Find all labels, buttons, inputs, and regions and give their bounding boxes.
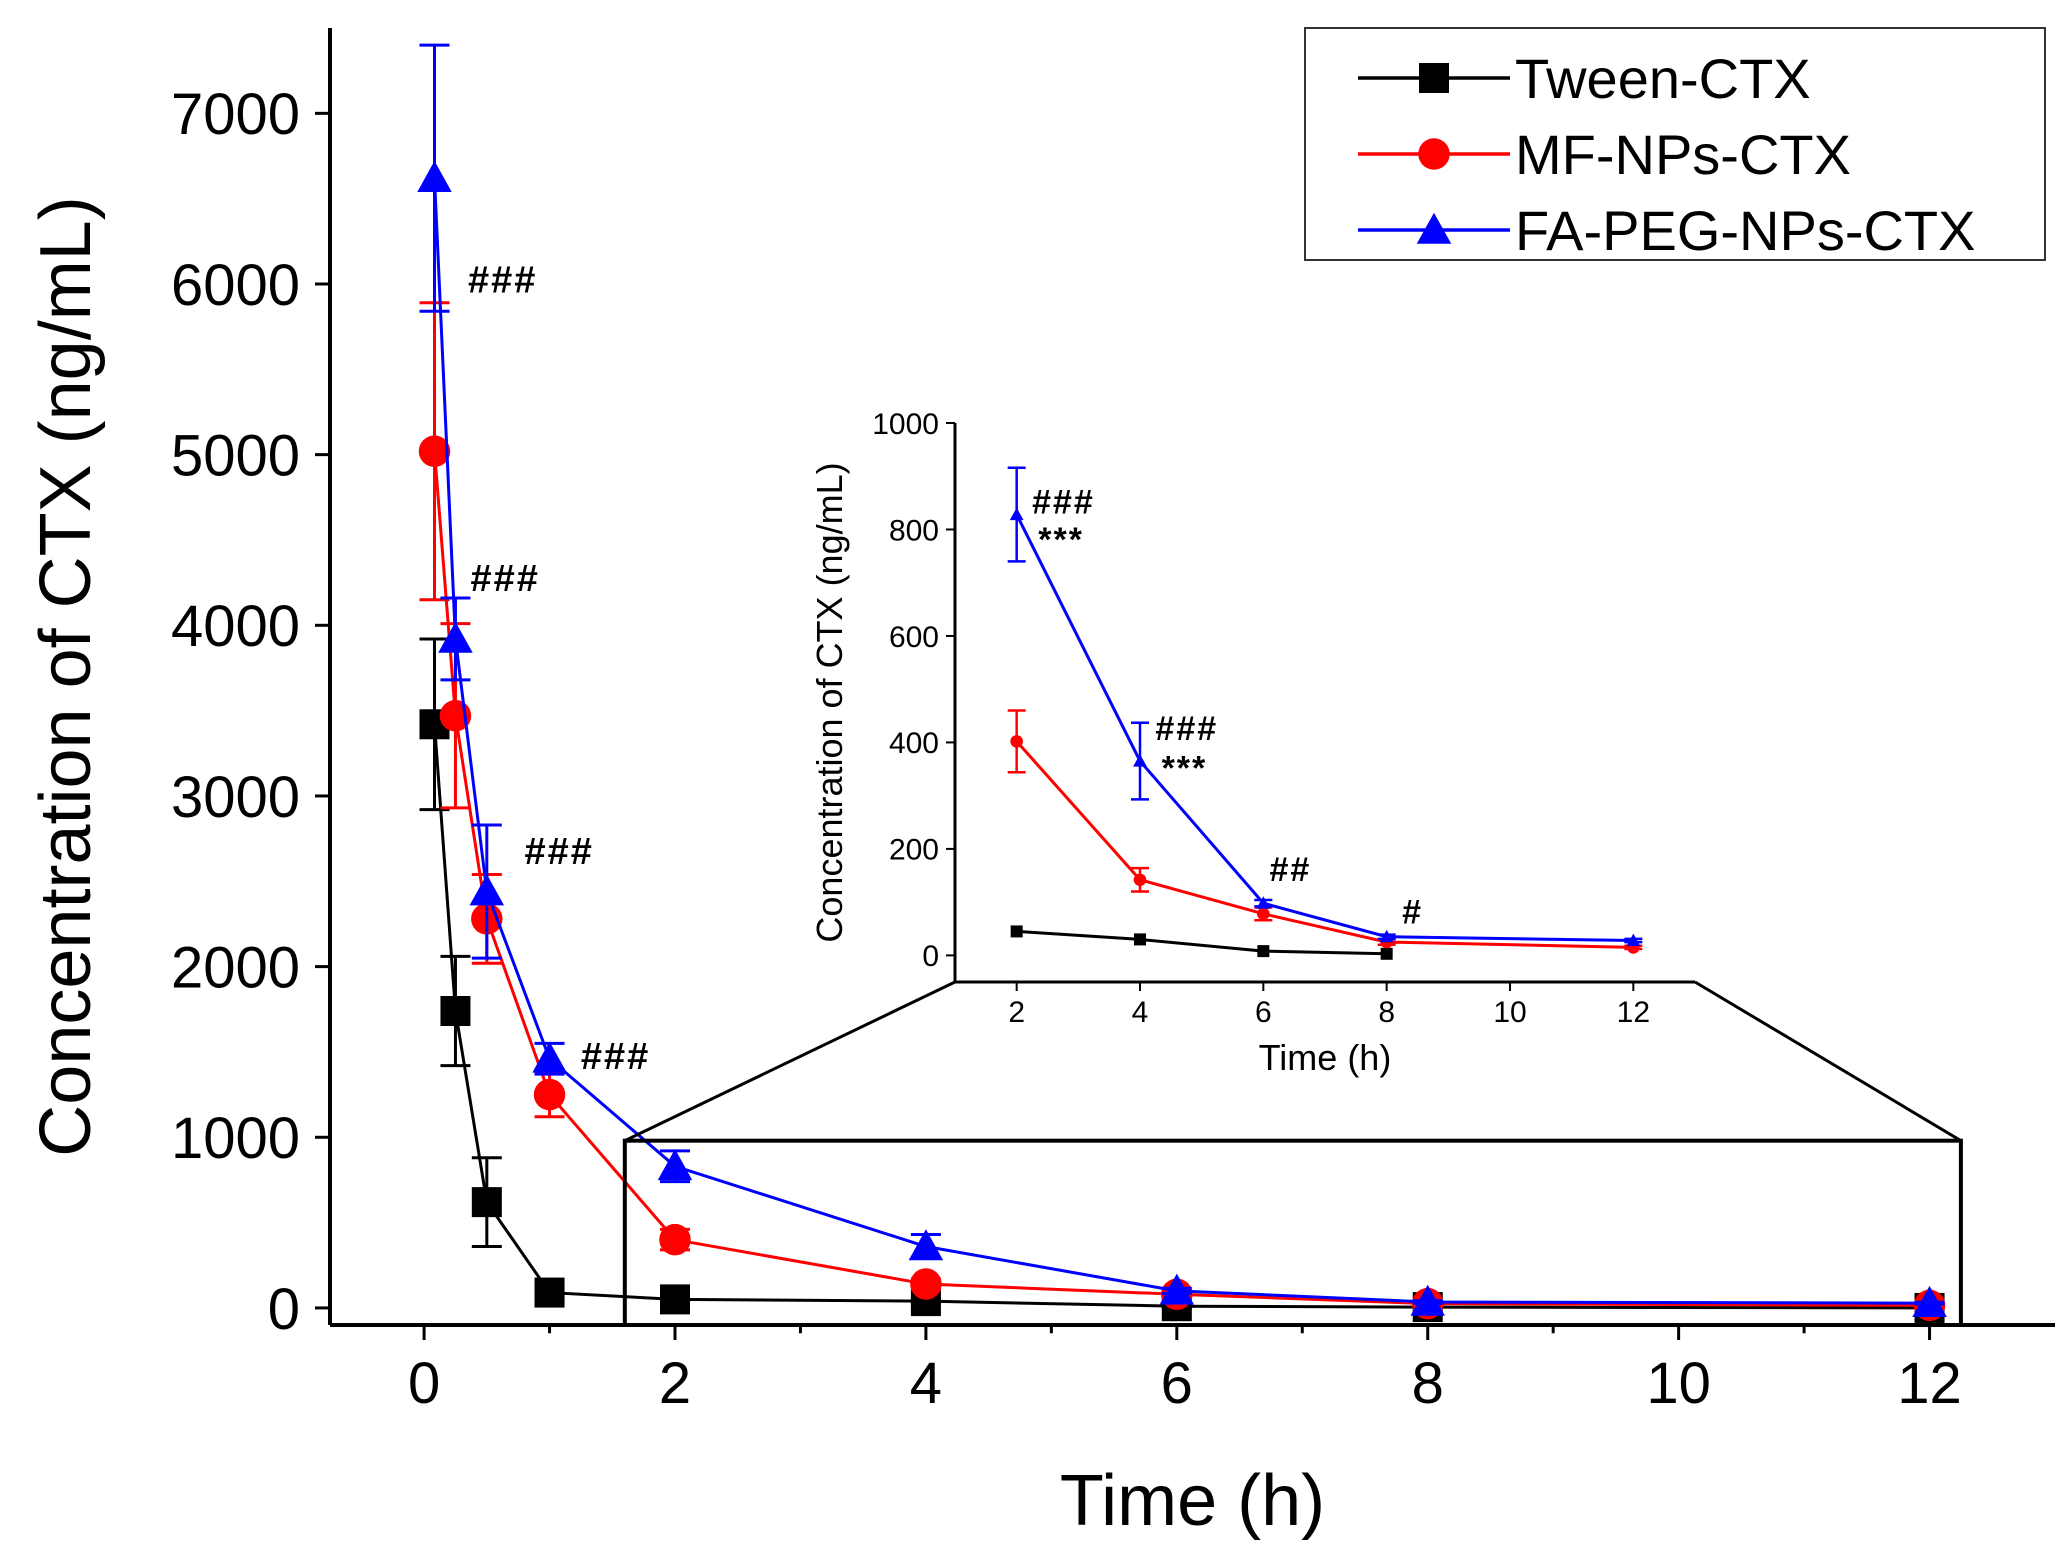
legend-label: MF-NPs-CTX <box>1515 123 1851 186</box>
significance-annotation: # <box>1402 893 1423 931</box>
data-point <box>657 1149 693 1181</box>
series-line <box>1015 740 1634 949</box>
series-line <box>1016 929 1387 956</box>
data-point <box>533 1078 566 1111</box>
data-point <box>1380 947 1393 960</box>
zoom-connector-left <box>624 980 956 1143</box>
data-point <box>440 995 471 1026</box>
significance-annotation: ### <box>1155 710 1218 748</box>
x-tick-label: 12 <box>1897 1351 1962 1416</box>
y-axis-title: Concentration of CTX (ng/mL) <box>809 462 850 942</box>
x-tick-label: 6 <box>1255 996 1272 1029</box>
series-mf-nps-ctx <box>418 301 1946 1322</box>
data-point <box>1912 1285 1947 1317</box>
y-tick-label: 400 <box>889 727 939 760</box>
y-tick-label: 200 <box>889 834 939 867</box>
data-point <box>1133 754 1147 767</box>
series-fa-peg-nps-ctx <box>1007 466 1643 946</box>
legend: Tween-CTX MF-NPs-CTX FA-PEG-NPs-CTX <box>1304 27 2046 262</box>
x-tick-label: 4 <box>1132 996 1149 1029</box>
x-tick-label: 8 <box>1378 996 1395 1029</box>
significance-annotation: ### <box>471 558 540 600</box>
y-tick-label: 0 <box>268 1277 300 1342</box>
legend-marker <box>1419 63 1449 93</box>
data-point <box>438 621 473 653</box>
x-tick-label: 0 <box>408 1351 440 1416</box>
y-tick-label: 2000 <box>171 935 300 1000</box>
y-tick-label: 600 <box>889 621 939 654</box>
legend-marker <box>1416 212 1452 244</box>
data-point <box>1009 507 1024 521</box>
x-tick-label: 4 <box>910 1351 942 1416</box>
data-point <box>534 1277 565 1308</box>
y-tick-label: 7000 <box>171 82 300 147</box>
series-tween-ctx <box>1010 925 1393 960</box>
data-point <box>660 1284 690 1315</box>
significance-annotation: ### <box>468 260 537 302</box>
data-point <box>910 1268 942 1300</box>
data-point <box>1134 933 1146 946</box>
significance-annotation: ## <box>1270 851 1312 889</box>
data-point <box>1626 933 1641 946</box>
y-tick-label: 1000 <box>872 408 939 441</box>
data-point <box>1257 907 1270 921</box>
data-point <box>532 1041 567 1073</box>
data-point <box>1410 1284 1445 1316</box>
x-tick-label: 10 <box>1646 1351 1711 1416</box>
series-line <box>1015 513 1634 942</box>
data-point <box>1010 925 1023 938</box>
significance-annotation: ### <box>524 831 593 873</box>
data-point <box>1159 1273 1195 1305</box>
x-tick-label: 2 <box>1008 996 1025 1029</box>
series-line <box>433 451 1930 1307</box>
legend-marker <box>1418 138 1450 170</box>
significance-annotation: ### <box>581 1036 650 1078</box>
y-tick-label: 3000 <box>171 765 300 830</box>
x-axis-title: Time (h) <box>1259 1037 1392 1078</box>
x-tick-label: 2 <box>659 1351 691 1416</box>
legend-label: FA-PEG-NPs-CTX <box>1515 199 1975 262</box>
x-tick-label: 8 <box>1412 1351 1444 1416</box>
x-axis-title: Time (h) <box>1060 1461 1325 1541</box>
zoom-region-box <box>622 1138 1963 1327</box>
y-tick-label: 800 <box>889 514 939 547</box>
series-fa-peg-nps-ctx <box>417 43 1947 1317</box>
data-point <box>471 1187 502 1218</box>
y-axis-title: Concentration of CTX (ng/mL) <box>26 196 106 1156</box>
data-point <box>1379 929 1394 943</box>
data-point <box>1010 735 1023 748</box>
x-tick-label: 10 <box>1493 996 1526 1029</box>
data-point <box>1256 896 1271 909</box>
data-point <box>659 1223 691 1256</box>
legend-label: Tween-CTX <box>1515 47 1811 110</box>
data-point <box>469 874 505 906</box>
zoom-connector-right <box>1694 980 1962 1142</box>
inset-plot: 2 4 6 8 10 12 0 200 400 600 800 1000 Time (h) Concent… <box>809 408 1695 1078</box>
y-tick-label: 1000 <box>171 1106 300 1171</box>
data-point <box>1133 873 1147 887</box>
y-tick-label: 5000 <box>171 424 300 489</box>
main-plot: 0 2 4 6 8 10 1201000200030004000500060007000Ti… <box>26 28 2055 1541</box>
y-tick-label: 4000 <box>171 594 300 659</box>
significance-annotation: ### <box>1032 484 1095 522</box>
x-tick-label: 12 <box>1617 996 1650 1029</box>
data-point <box>418 435 451 467</box>
x-tick-label: 6 <box>1161 1351 1193 1416</box>
data-point <box>1257 945 1270 958</box>
y-tick-label: 0 <box>922 940 939 973</box>
significance-annotation: *** <box>1038 521 1084 559</box>
data-point <box>908 1229 944 1261</box>
significance-annotation: *** <box>1162 750 1208 788</box>
series-mf-nps-ctx <box>1007 709 1643 954</box>
data-point <box>417 160 452 192</box>
y-tick-label: 6000 <box>171 253 300 318</box>
